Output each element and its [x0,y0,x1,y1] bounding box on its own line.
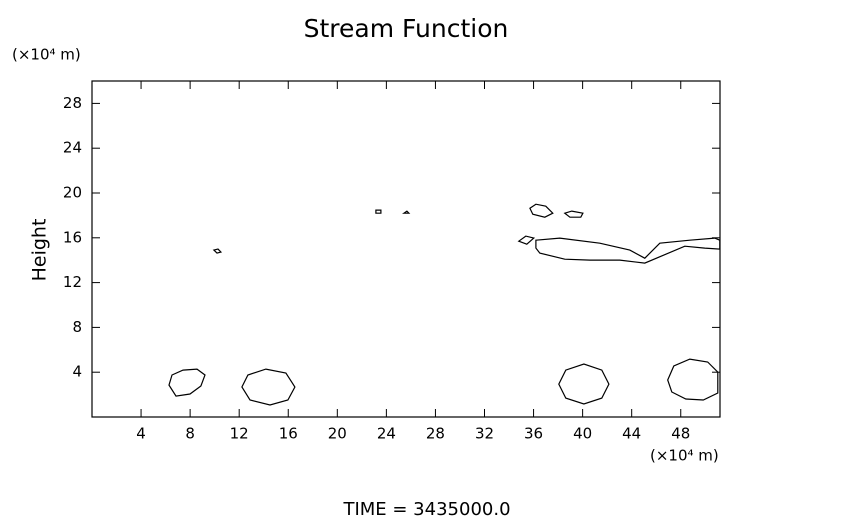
x-tick-label: 8 [185,425,195,443]
y-tick-label: 4 [72,363,82,381]
y-tick-label: 16 [63,228,82,246]
contour-line [212,248,223,254]
x-tick-label: 48 [671,425,690,443]
contour-line [529,203,554,218]
y-unit: (×10⁴ m) [12,46,81,64]
contour-line [375,209,382,214]
x-tick-label: 20 [328,425,347,443]
x-tick-label: 16 [279,425,298,443]
footer: TIME = 3435000.0 [342,499,510,519]
y-tick-label: 24 [63,139,82,157]
contour-line [535,237,721,264]
x-tick-label: 40 [573,425,592,443]
contour-line [558,363,610,405]
y-axis-label: Height [29,219,51,282]
x-tick-label: 36 [524,425,543,443]
x-tick-label: 44 [622,425,641,443]
y-tick-label: 20 [63,184,82,202]
x-tick-label: 32 [475,425,494,443]
contour-line [241,368,296,406]
x-unit: (×10⁴ m) [650,447,719,465]
contour-line [401,210,411,214]
contour-line [168,368,206,397]
x-tick-label: 4 [136,425,146,443]
x-tick-label: 12 [230,425,249,443]
contour-line [517,235,536,245]
y-tick-label: 28 [63,94,82,112]
contour-line [563,210,584,218]
y-tick-label: 8 [72,318,82,336]
x-tick-label: 24 [377,425,396,443]
contour-line [667,358,719,401]
chart-title: Stream Function [304,14,509,43]
y-tick-label: 12 [63,273,82,291]
x-tick-label: 28 [426,425,445,443]
